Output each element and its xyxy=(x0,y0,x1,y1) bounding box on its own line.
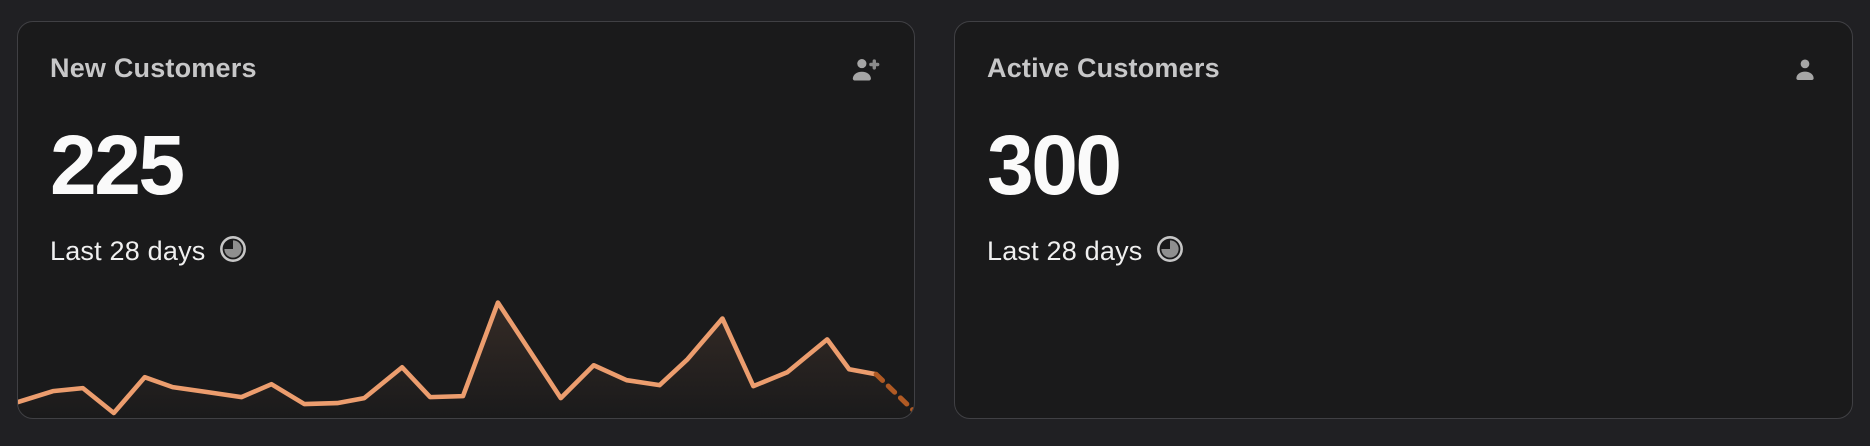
card-title: Active Customers xyxy=(987,53,1220,83)
period-row: Last 28 days xyxy=(50,235,882,268)
user-icon xyxy=(1790,54,1820,91)
stat-value: 225 xyxy=(50,118,185,212)
card-header: Active Customers xyxy=(987,52,1820,91)
card-title: New Customers xyxy=(50,53,257,83)
user-plus-icon xyxy=(848,54,882,91)
stat-card-active-customers[interactable]: Active Customers 300 Last 28 days xyxy=(954,21,1853,419)
stat-value: 300 xyxy=(987,118,1122,212)
stat-card-new-customers[interactable]: New Customers 225 Last 28 days xyxy=(17,21,915,419)
pie-clock-icon xyxy=(1156,235,1184,268)
card-header: New Customers xyxy=(50,52,882,91)
period-label: Last 28 days xyxy=(50,235,206,266)
period-row: Last 28 days xyxy=(987,235,1820,268)
pie-clock-icon xyxy=(219,235,247,268)
period-label: Last 28 days xyxy=(987,235,1143,266)
